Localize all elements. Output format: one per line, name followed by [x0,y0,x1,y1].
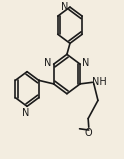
Text: N: N [44,58,52,68]
Text: N: N [82,58,89,68]
Text: O: O [85,128,93,138]
Text: NH: NH [92,76,107,86]
Text: N: N [61,2,69,12]
Text: N: N [22,108,30,118]
